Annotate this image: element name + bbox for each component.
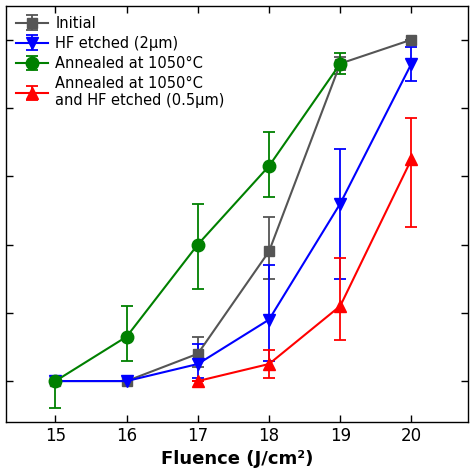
Legend: Initial, HF etched (2μm), Annealed at 1050°C, Annealed at 1050°C
and HF etched (: Initial, HF etched (2μm), Annealed at 10… [13,13,228,111]
X-axis label: Fluence (J/cm²): Fluence (J/cm²) [161,450,313,468]
